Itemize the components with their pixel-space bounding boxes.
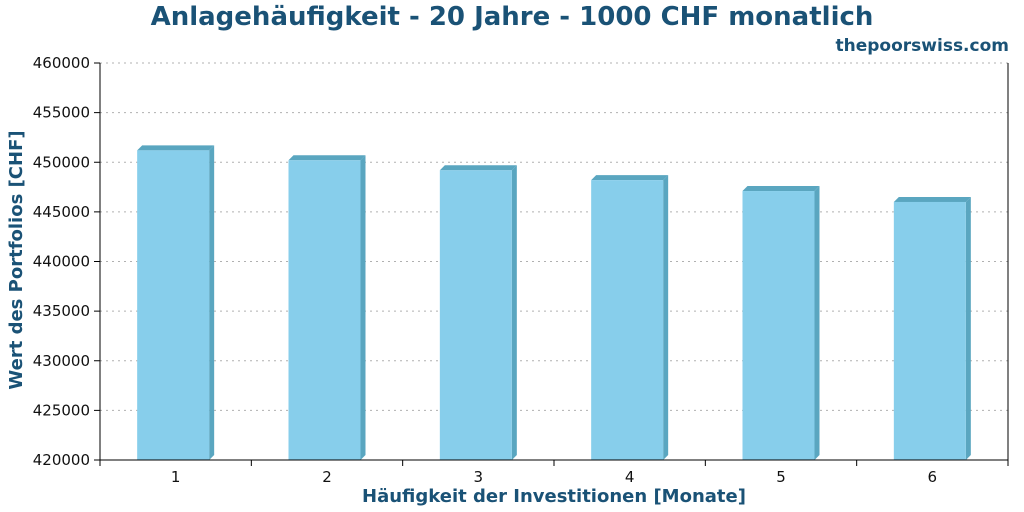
bar-front — [439, 170, 512, 460]
x-tick-label: 4 — [625, 468, 635, 486]
bar-side — [814, 186, 820, 460]
y-tick-label: 435000 — [33, 302, 90, 320]
x-tick-label: 3 — [474, 468, 484, 486]
y-tick-label: 430000 — [33, 352, 90, 370]
bar-front — [591, 180, 664, 461]
bar-front — [288, 160, 361, 460]
bar-2 — [288, 155, 366, 460]
y-tick-label: 450000 — [33, 153, 90, 171]
chart-title: Anlagehäufigkeit - 20 Jahre - 1000 CHF m… — [151, 2, 874, 32]
x-tick-label: 2 — [322, 468, 332, 486]
bar-front — [742, 191, 815, 460]
y-tick-label: 460000 — [33, 54, 90, 72]
y-tick-label: 455000 — [33, 104, 90, 122]
bar-5 — [742, 186, 820, 460]
bar-3 — [439, 165, 517, 460]
bars — [137, 145, 971, 461]
bar-top — [288, 155, 366, 161]
bar-front — [893, 201, 966, 460]
y-axis-label: Wert des Portfolios [CHF] — [6, 130, 27, 389]
bar-side — [663, 175, 669, 461]
bar-front — [137, 150, 210, 460]
bar-side — [360, 155, 366, 460]
bar-1 — [137, 145, 215, 460]
x-tick-label: 6 — [928, 468, 938, 486]
chart-source: thepoorswiss.com — [836, 36, 1010, 56]
y-tick-label: 445000 — [33, 203, 90, 221]
bar-top — [893, 196, 971, 202]
x-axis-label: Häufigkeit der Investitionen [Monate] — [362, 486, 746, 507]
y-tick-label: 440000 — [33, 253, 90, 271]
x-tick-label: 1 — [171, 468, 181, 486]
bar-top — [742, 186, 820, 192]
bar-4 — [591, 175, 669, 461]
x-tick-label: 5 — [776, 468, 786, 486]
bar-side — [511, 165, 517, 460]
bar-6 — [893, 196, 971, 460]
bar-top — [137, 145, 215, 151]
bar-side — [209, 145, 215, 460]
axes: 420000 425000 430000 435000 440000 445000 4500… — [33, 54, 1009, 486]
bar-top — [439, 165, 517, 171]
bar-top — [591, 175, 669, 181]
bar-side — [965, 196, 971, 460]
y-tick-label: 420000 — [33, 451, 90, 469]
y-tick-label: 425000 — [33, 401, 90, 419]
grid — [100, 62, 1008, 411]
